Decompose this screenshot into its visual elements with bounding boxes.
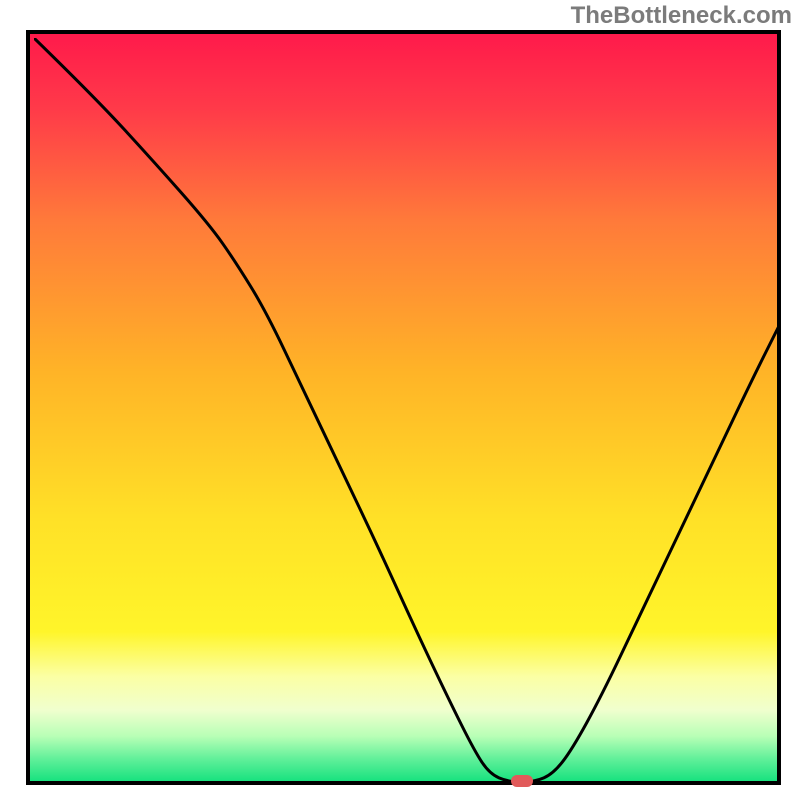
watermark-text: TheBottleneck.com [571, 2, 792, 30]
optimal-point-marker [511, 775, 533, 787]
chart-root: { "canvas": { "width": 800, "height": 80… [0, 0, 800, 800]
plot-area [26, 30, 781, 785]
bottleneck-curve [34, 38, 781, 785]
